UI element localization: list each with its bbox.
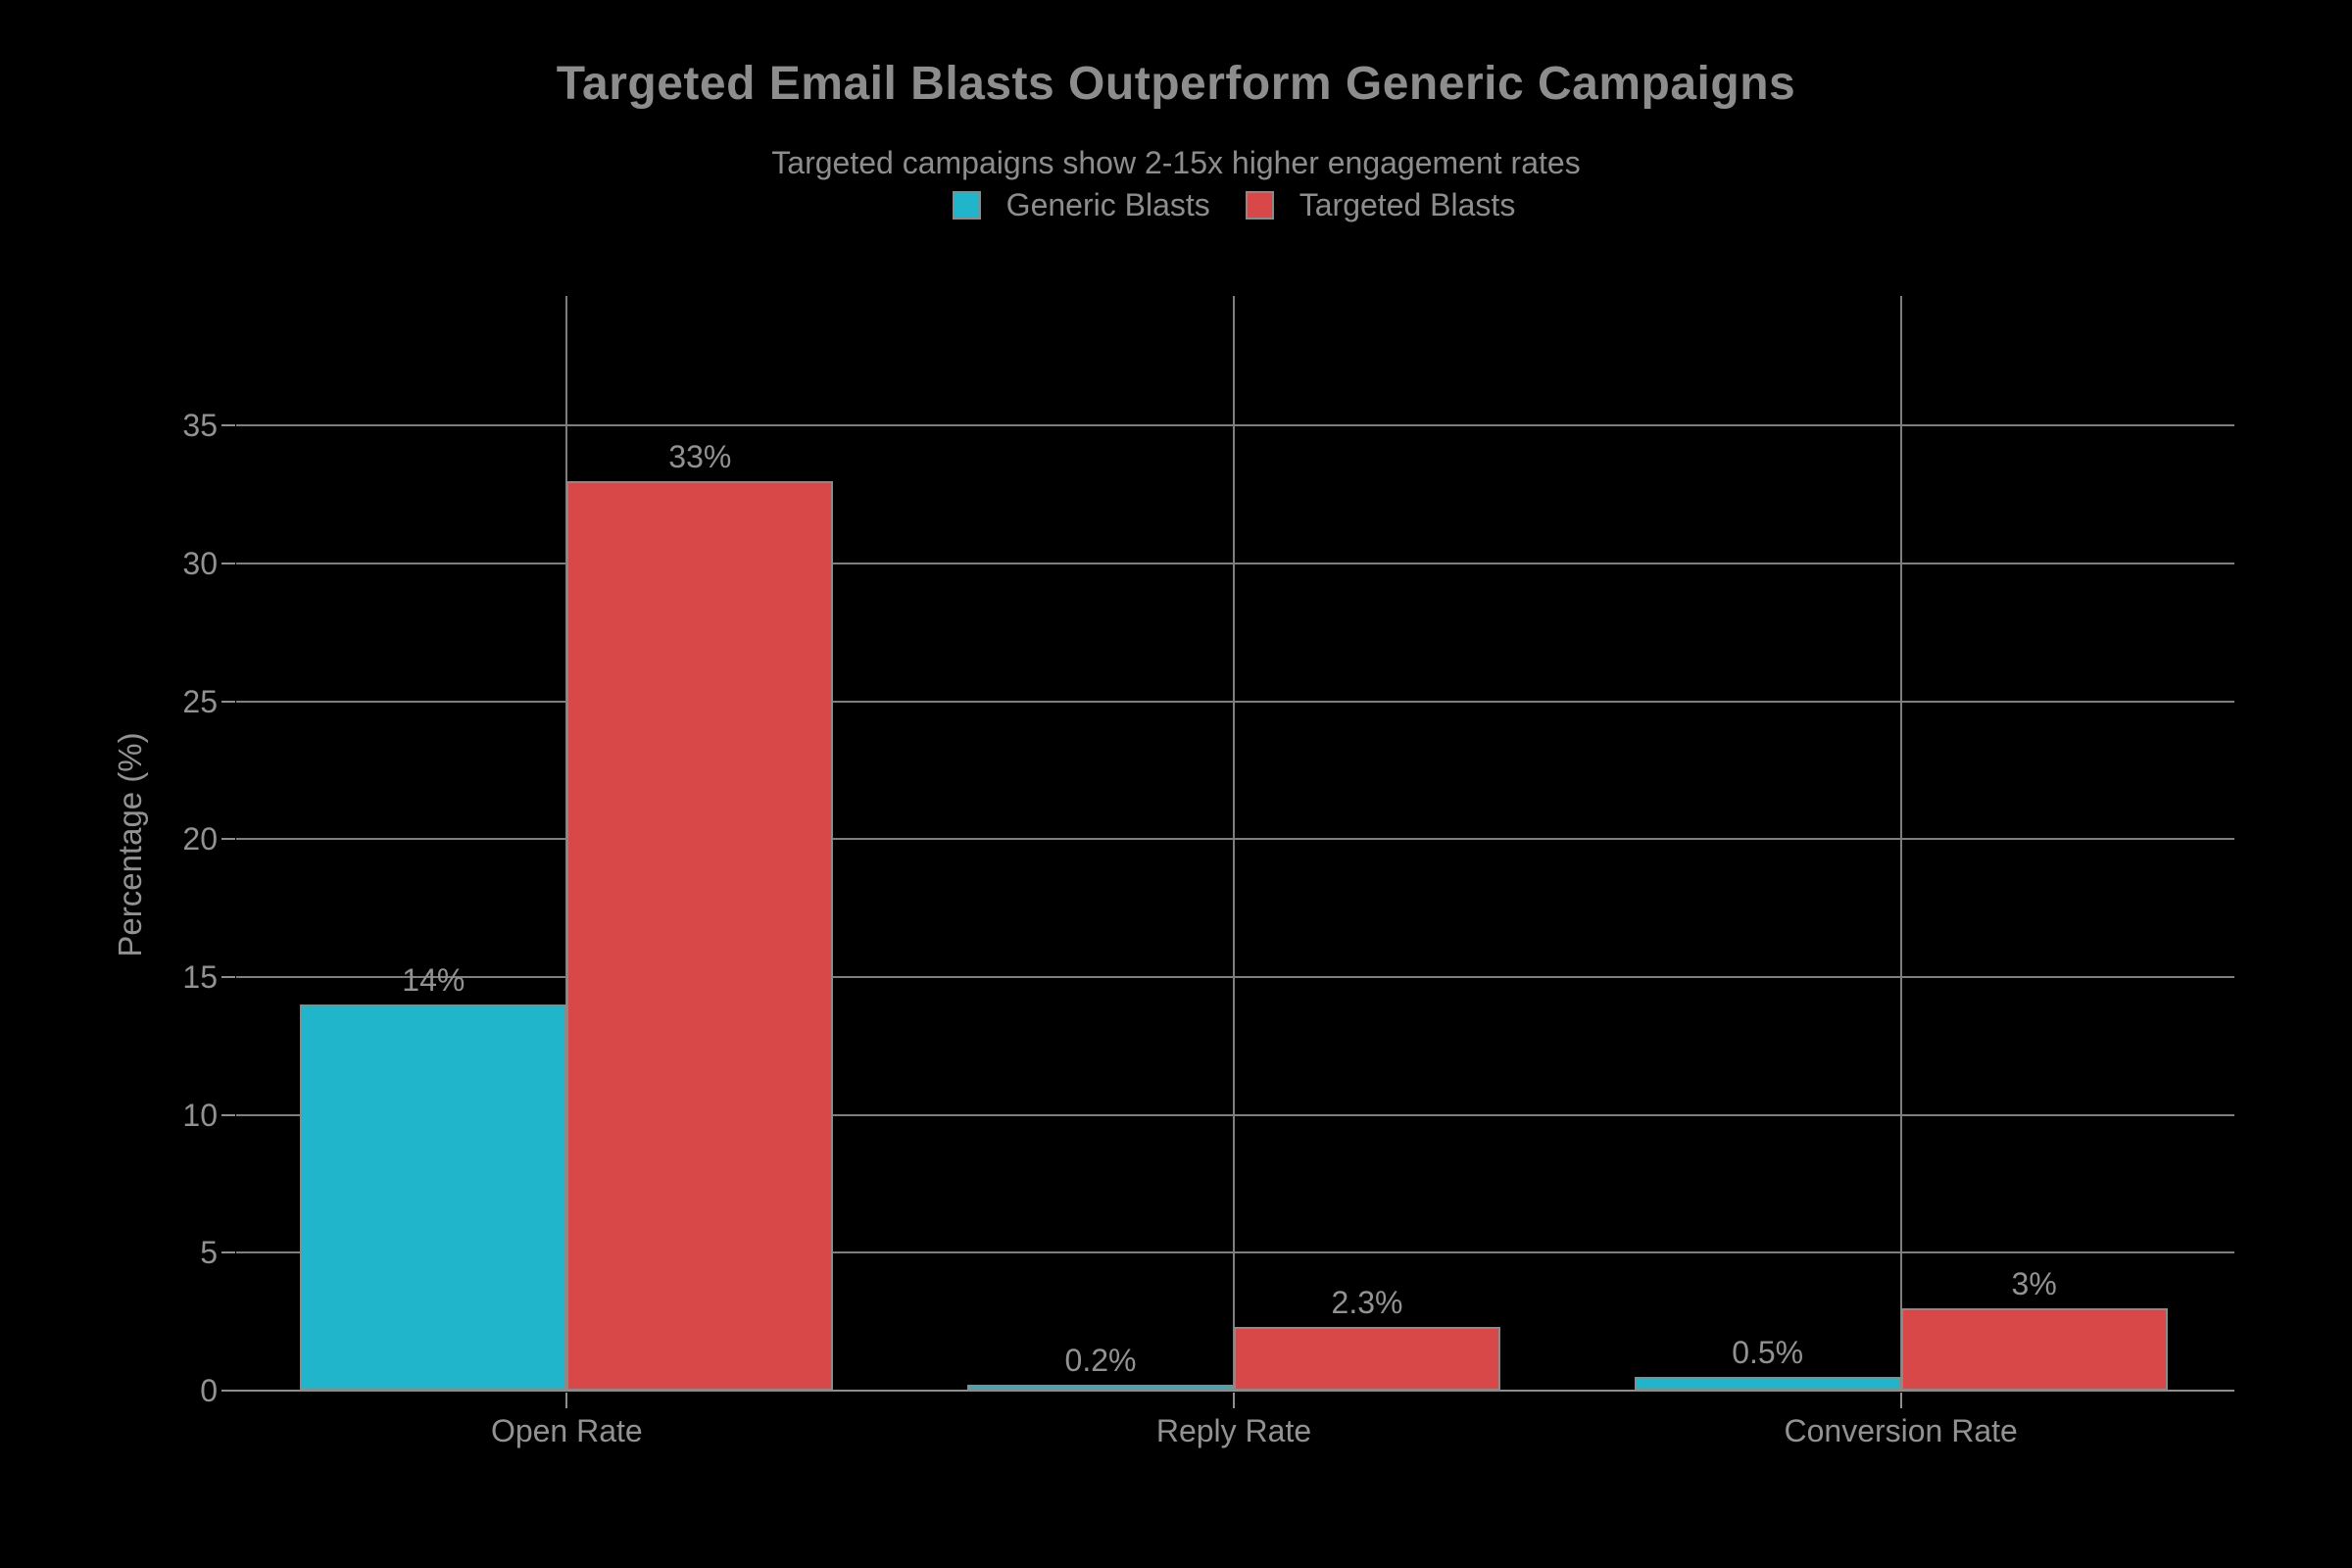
bar-targeted-blasts-conversion-rate[interactable] [1900, 1307, 2168, 1391]
y-tick-label: 5 [200, 1235, 218, 1271]
y-gridline [236, 1113, 2234, 1116]
bar-value-label: 0.2% [1064, 1343, 1137, 1379]
x-tick-mark [565, 1393, 568, 1408]
legend-label: Targeted Blasts [1298, 187, 1516, 222]
y-tick-label: 30 [182, 545, 218, 581]
y-gridline [236, 700, 2234, 703]
x-gridline [1233, 296, 1235, 1391]
y-gridline [236, 838, 2234, 841]
x-tick-mark [1899, 1393, 1902, 1408]
legend-swatch-icon [1245, 190, 1274, 220]
bar-value-label: 14% [402, 962, 466, 999]
y-gridline [236, 424, 2234, 427]
legend-item-generic-blasts[interactable]: Generic Blasts [952, 187, 1210, 222]
y-tick-mark [221, 975, 235, 978]
y-tick-mark [221, 424, 235, 427]
y-tick-mark [221, 700, 235, 703]
y-tick-label: 25 [182, 683, 218, 719]
y-tick-mark [221, 1251, 235, 1254]
chart-title: Targeted Email Blasts Outperform Generic… [556, 58, 1796, 110]
bar-generic-blasts-reply-rate[interactable] [967, 1385, 1234, 1391]
x-axis-line [233, 1390, 2234, 1392]
x-gridline [1899, 296, 1902, 1391]
bar-value-label: 33% [668, 438, 732, 474]
x-tick-mark [1233, 1393, 1235, 1408]
y-tick-label: 35 [182, 408, 218, 444]
y-tick-label: 0 [200, 1373, 218, 1408]
x-tick-label-conversion-rate: Conversion Rate [1784, 1413, 2018, 1448]
y-tick-label: 15 [182, 958, 218, 995]
legend-item-targeted-blasts[interactable]: Targeted Blasts [1245, 187, 1516, 222]
bar-targeted-blasts-open-rate[interactable] [566, 480, 834, 1391]
bar-targeted-blasts-reply-rate[interactable] [1234, 1327, 1500, 1391]
y-tick-label: 10 [182, 1097, 218, 1133]
x-tick-label-open-rate: Open Rate [490, 1413, 643, 1448]
bar-value-label: 0.5% [1732, 1334, 1804, 1370]
y-tick-label: 20 [182, 821, 218, 858]
y-tick-mark [221, 1390, 235, 1392]
bar-value-label: 2.3% [1331, 1285, 1403, 1321]
legend-swatch-icon [952, 190, 981, 220]
y-tick-mark [221, 562, 235, 564]
chart-subtitle: Targeted campaigns show 2-15x higher eng… [771, 145, 1581, 180]
bar-generic-blasts-conversion-rate[interactable] [1634, 1376, 1901, 1391]
x-tick-label-reply-rate: Reply Rate [1155, 1413, 1312, 1448]
y-tick-mark [221, 838, 235, 841]
y-gridline [236, 562, 2234, 564]
y-axis-title: Percentage (%) [112, 732, 148, 957]
bar-generic-blasts-open-rate[interactable] [300, 1004, 567, 1391]
y-gridline [236, 1251, 2234, 1254]
y-tick-mark [221, 1113, 235, 1116]
legend-label: Generic Blasts [1005, 187, 1210, 222]
legend: Generic Blasts Targeted Blasts [233, 187, 2234, 222]
y-gridline [236, 975, 2234, 978]
bar-value-label: 3% [2011, 1265, 2057, 1301]
